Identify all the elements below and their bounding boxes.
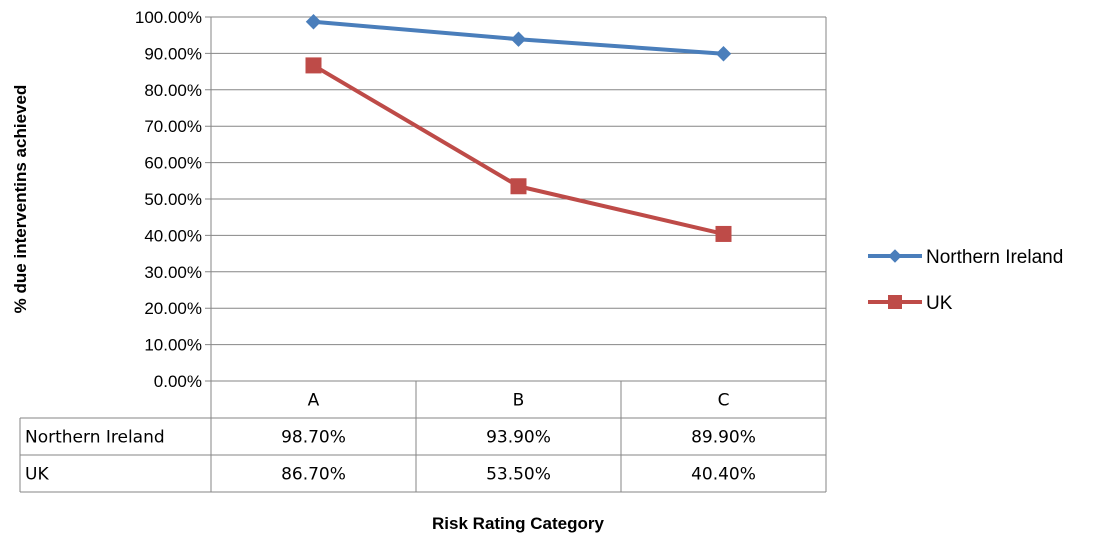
- data-point: [715, 46, 732, 62]
- category-label: B: [513, 391, 525, 411]
- data-point: [510, 178, 527, 195]
- x-axis-title: Risk Rating Category: [432, 514, 604, 533]
- table-value-cell: 53.50%: [486, 465, 551, 485]
- y-tick-label: 70.00%: [144, 117, 202, 136]
- y-axis-title: % due interventins achieved: [11, 85, 30, 314]
- data-point: [510, 31, 527, 47]
- table-value-cell: 40.40%: [691, 465, 756, 485]
- category-label: A: [308, 391, 320, 411]
- data-point: [715, 225, 732, 242]
- y-tick-label: 80.00%: [144, 81, 202, 100]
- table-value-cell: 98.70%: [281, 428, 346, 448]
- data-point: [305, 14, 322, 30]
- table-value-cell: 89.90%: [691, 428, 756, 448]
- category-label: C: [718, 391, 730, 411]
- y-tick-label: 60.00%: [144, 154, 202, 173]
- legend-marker: [888, 295, 902, 309]
- legend-marker: [888, 249, 902, 263]
- series-line: [312, 63, 724, 236]
- y-tick-label: 40.00%: [144, 226, 202, 245]
- table-value-cell: 86.70%: [281, 465, 346, 485]
- y-tick-label: 30.00%: [144, 263, 202, 282]
- legend-label: Northern Ireland: [926, 247, 1063, 268]
- data-point: [305, 57, 322, 74]
- y-tick-label: 100.00%: [135, 8, 202, 27]
- y-tick-label: 10.00%: [144, 336, 202, 355]
- y-tick-label: 0.00%: [154, 372, 202, 391]
- y-tick-label: 20.00%: [144, 299, 202, 318]
- y-tick-label: 90.00%: [144, 44, 202, 63]
- y-tick-label: 50.00%: [144, 190, 202, 209]
- table-series-name: UK: [25, 465, 49, 485]
- table-series-name: Northern Ireland: [25, 428, 165, 448]
- table-value-cell: 93.90%: [486, 428, 551, 448]
- legend-label: UK: [926, 293, 953, 314]
